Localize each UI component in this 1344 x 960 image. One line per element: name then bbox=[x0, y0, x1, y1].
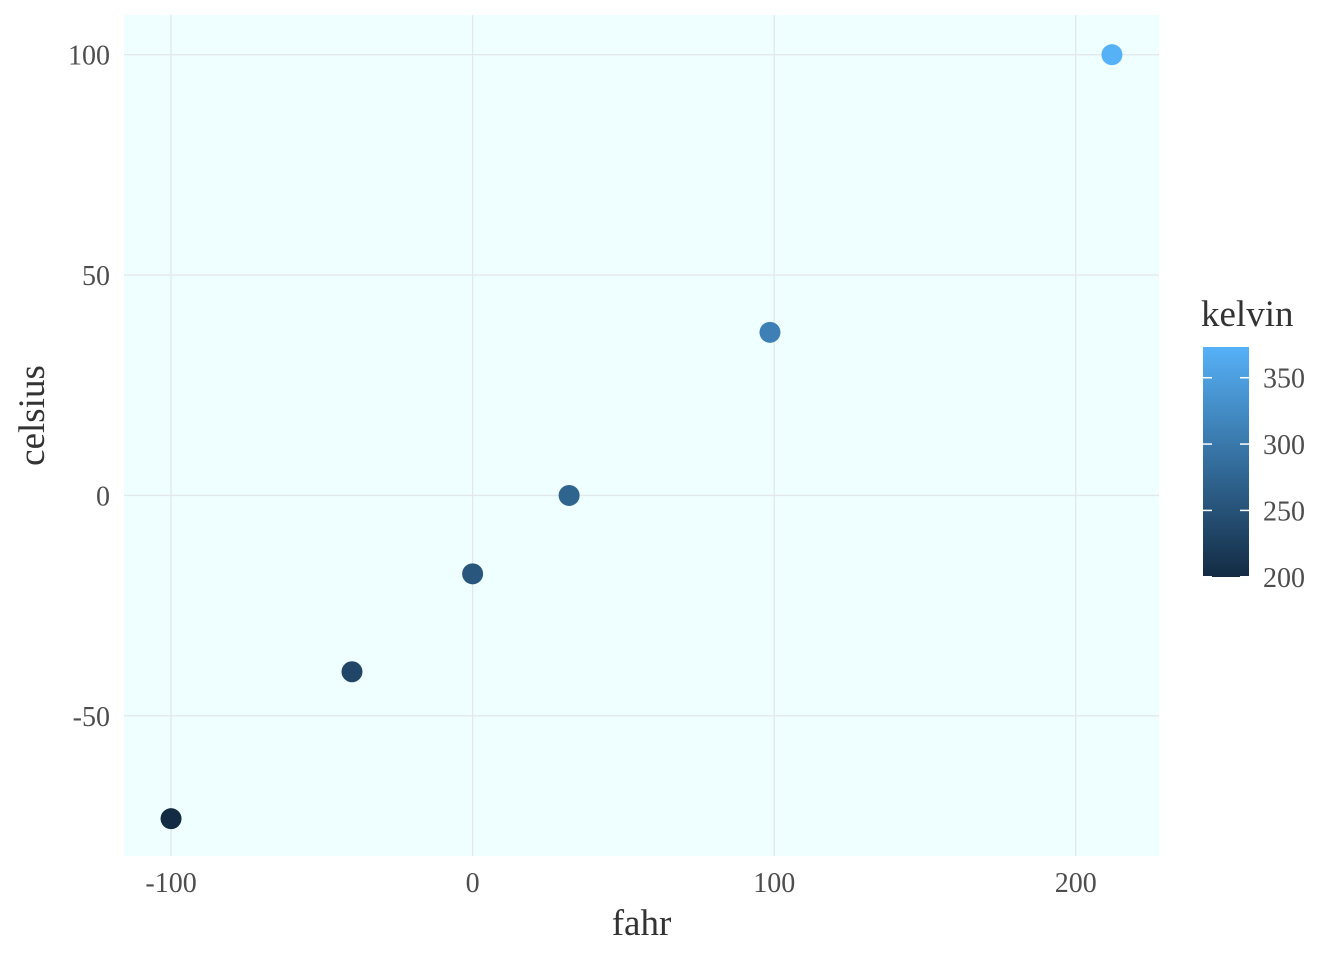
color-legend: kelvin 200 250 300 350 bbox=[1201, 294, 1305, 594]
x-axis-title: fahr bbox=[612, 903, 672, 944]
data-point bbox=[462, 563, 484, 585]
plot-panel bbox=[124, 15, 1159, 856]
x-tick-label: 100 bbox=[753, 868, 795, 899]
data-point bbox=[160, 808, 182, 830]
legend-tick-label: 200 bbox=[1263, 563, 1305, 594]
y-axis-ticks: -50 0 50 100 bbox=[68, 41, 110, 733]
data-point bbox=[558, 484, 580, 506]
x-tick-label: 0 bbox=[466, 868, 480, 899]
legend-ticks: 200 250 300 350 bbox=[1203, 364, 1305, 594]
legend-tick-label: 350 bbox=[1263, 364, 1305, 395]
data-point bbox=[759, 321, 781, 343]
y-tick-label: 0 bbox=[96, 481, 110, 512]
legend-tick-label: 300 bbox=[1263, 430, 1305, 461]
y-tick-label: -50 bbox=[73, 702, 110, 733]
x-tick-label: -100 bbox=[145, 868, 196, 899]
data-point bbox=[341, 661, 363, 683]
y-tick-label: 100 bbox=[68, 41, 110, 72]
x-tick-label: 200 bbox=[1055, 868, 1097, 899]
data-point bbox=[1101, 44, 1123, 66]
y-tick-label: 50 bbox=[82, 261, 110, 292]
y-axis-title: celsius bbox=[12, 365, 53, 466]
legend-colorbar bbox=[1203, 347, 1249, 577]
legend-tick-label: 250 bbox=[1263, 496, 1305, 527]
legend-title: kelvin bbox=[1201, 294, 1293, 335]
grid-lines bbox=[124, 15, 1159, 856]
data-points bbox=[160, 44, 1123, 830]
x-axis-ticks: -100 0 100 200 bbox=[145, 868, 1096, 899]
